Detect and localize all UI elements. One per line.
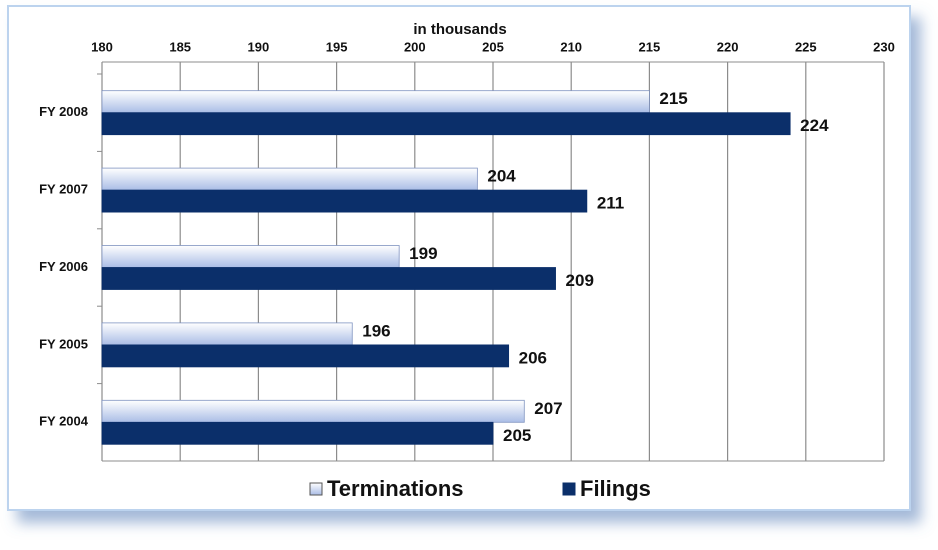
- value-label: 215: [659, 89, 687, 108]
- bar: [101, 245, 400, 268]
- bar: [101, 344, 510, 368]
- bar: [101, 267, 556, 290]
- bar: [101, 167, 478, 191]
- x-tick-label: 215: [639, 39, 661, 54]
- x-tick-label: 190: [248, 39, 270, 54]
- value-label: 206: [519, 348, 547, 367]
- value-label: 204: [487, 167, 516, 186]
- y-tick-label: FY 2007: [39, 182, 88, 197]
- value-label: 224: [800, 116, 829, 135]
- x-tick-label: 205: [482, 39, 504, 54]
- x-tick-label: 180: [91, 39, 113, 54]
- y-tick-label: FY 2004: [39, 414, 89, 429]
- x-tick-label: 210: [560, 39, 582, 54]
- bar: [101, 399, 525, 423]
- value-label: 199: [409, 244, 437, 263]
- bar: [101, 90, 650, 114]
- x-tick-label: 185: [169, 39, 191, 54]
- legend-swatch: [309, 482, 323, 496]
- x-tick-label: 220: [717, 39, 739, 54]
- axis-label: in thousands: [413, 21, 506, 38]
- y-tick-label: FY 2008: [39, 104, 88, 119]
- bar: [101, 112, 791, 136]
- value-label: 211: [597, 194, 624, 213]
- y-tick-label: FY 2006: [39, 259, 88, 274]
- legend-label: Terminations: [327, 476, 464, 501]
- bar: [101, 189, 588, 213]
- bar: [101, 421, 494, 445]
- y-tick-label: FY 2005: [39, 336, 88, 351]
- legend-label: Filings: [580, 476, 651, 501]
- bar: [101, 322, 353, 346]
- x-tick-label: 230: [873, 39, 895, 54]
- value-label: 207: [534, 399, 562, 418]
- x-tick-label: 200: [404, 39, 426, 54]
- x-tick-label: 195: [326, 39, 348, 54]
- value-label: 196: [362, 321, 390, 340]
- value-label: 205: [503, 426, 531, 445]
- value-label: 209: [566, 271, 594, 290]
- legend-swatch: [562, 482, 576, 496]
- x-tick-label: 225: [795, 39, 817, 54]
